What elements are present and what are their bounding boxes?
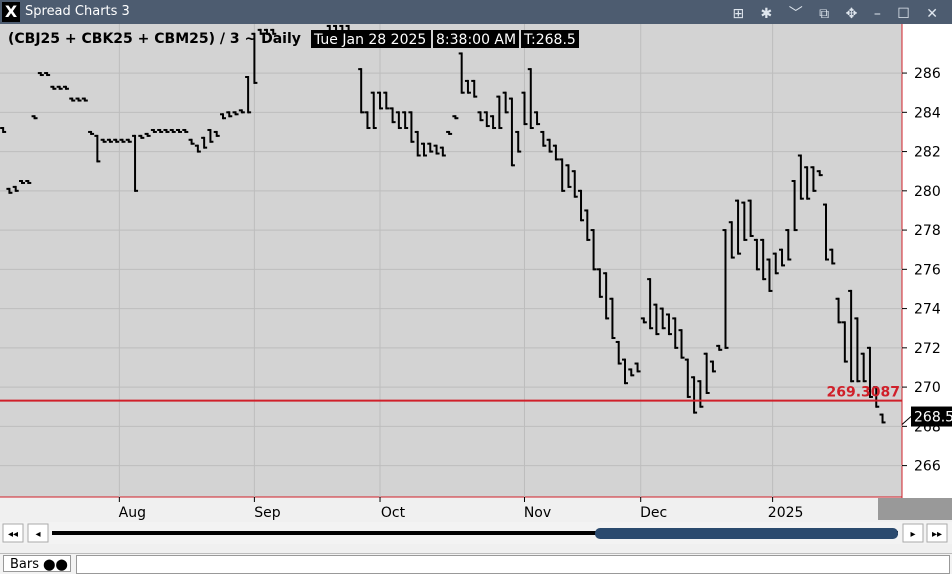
scroll-prev[interactable] [27, 523, 49, 543]
x-tick-label: 2025 [768, 505, 804, 521]
date: Tue Jan 28 2025 [313, 32, 426, 48]
axis-corner [878, 498, 952, 520]
window-title: Spread Charts 3 [25, 4, 130, 19]
bars-label: Bars [10, 557, 40, 572]
y-tick-label: 284 [914, 105, 941, 121]
scroll-thumb[interactable] [595, 528, 898, 539]
app-icon: X [2, 2, 20, 22]
y-tick-label: 278 [914, 223, 941, 239]
time: 8:38:00 AM [436, 32, 516, 48]
y-tick-label: 280 [914, 184, 941, 200]
scroll-next[interactable] [902, 523, 924, 543]
x-tick-label: Oct [381, 505, 406, 521]
last-label: T:268.5 [523, 32, 576, 48]
scroll-prev-icon: ◂ [35, 529, 40, 540]
y-tick-label: 282 [914, 145, 941, 161]
last-price-pointer [901, 416, 912, 425]
status-bar: Bars ⬤⬤ [0, 553, 952, 574]
time-box [433, 30, 519, 48]
date-box [311, 30, 431, 48]
y-tick-label: 274 [914, 302, 941, 318]
y-tick-label: 276 [914, 262, 941, 278]
y-axis-area [902, 24, 952, 520]
y-tick-label: 270 [914, 380, 941, 396]
y-tick-label: 272 [914, 341, 941, 357]
y-tick-label: 266 [914, 459, 941, 475]
status-field [76, 555, 950, 574]
y-tick-label: 286 [914, 66, 941, 82]
scroll-first-icon: ◂◂ [8, 529, 18, 540]
x-tick-label: Aug [119, 505, 146, 521]
bars-button[interactable]: Bars ⬤⬤ [3, 555, 71, 572]
chart-title: (CBJ25 + CBK25 + CBM25) / 3 ~ Daily [8, 31, 301, 47]
x-tick-label: Sep [254, 505, 281, 521]
scroll-last[interactable] [926, 523, 948, 543]
scroll-last-icon: ▸▸ [932, 529, 942, 540]
x-tick-label: Dec [640, 505, 667, 521]
scroll-first[interactable] [2, 523, 24, 543]
last-price-box [911, 406, 952, 427]
last-price-label: 268.5 [914, 410, 952, 426]
title-bar: X Spread Charts 3 ⊞ ✱ ﹀ ⧉ ✥ – ☐ ✕ [0, 0, 952, 24]
last-box [521, 30, 579, 48]
plot-area [0, 24, 902, 497]
scroll-next-icon: ▸ [910, 529, 915, 540]
legend: (CBJ25 + CBK25 + CBM25) / 3 ~ Daily Tue … [8, 30, 579, 48]
window-controls[interactable]: ⊞ ✱ ﹀ ⧉ ✥ – ☐ ✕ [732, 6, 944, 22]
reference-label: 269.3087 [826, 385, 900, 401]
x-tick-label: Nov [524, 505, 551, 521]
scrollbar: ◂◂ ◂ ▸ ▸▸ [0, 522, 952, 544]
